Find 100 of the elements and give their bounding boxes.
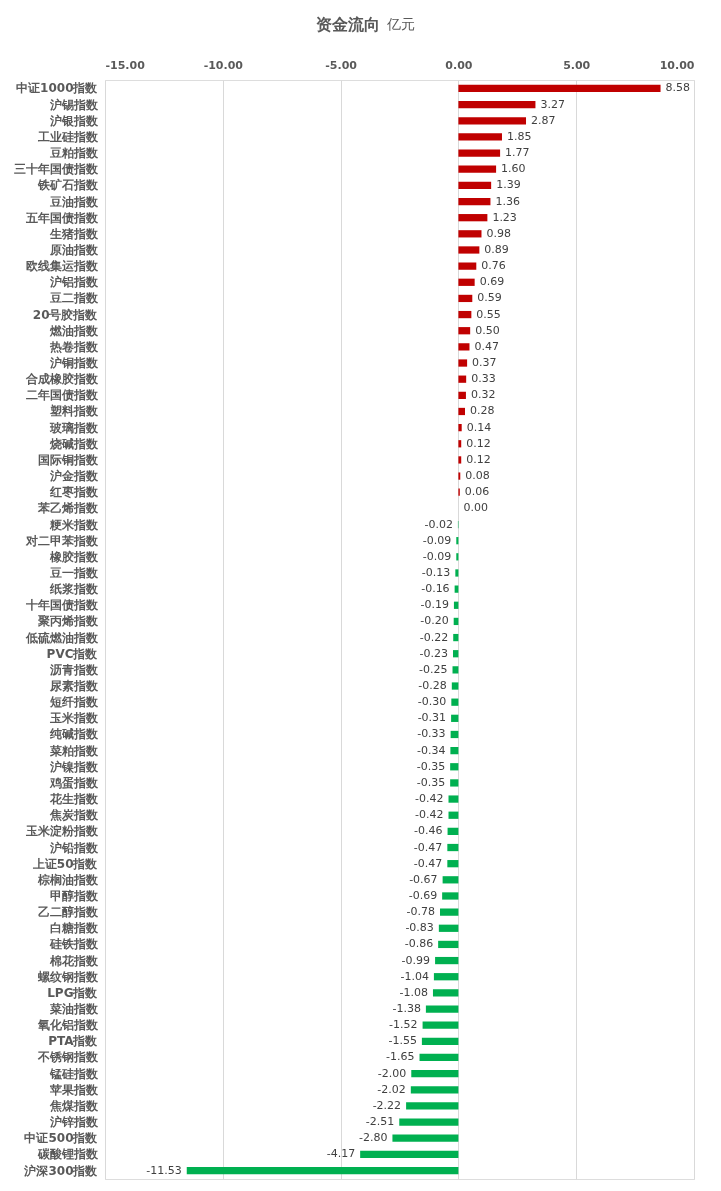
data-label: -0.09 [422, 549, 452, 563]
y-tick-label: 低硫燃油指数 [24, 630, 99, 645]
y-tick-label: 生猪指数 [48, 226, 99, 241]
x-tick-label: 10.00 [659, 58, 695, 72]
data-label: -4.17 [326, 1147, 356, 1161]
y-tick-label: 焦煤指数 [48, 1098, 99, 1113]
y-tick-label: 不锈钢指数 [36, 1050, 99, 1065]
data-label: -0.23 [419, 646, 448, 660]
y-tick-label: 聚丙烯指数 [36, 614, 99, 629]
y-tick-label: 沪镍指数 [48, 759, 99, 774]
y-tick-label: 合成橡胶指数 [24, 372, 99, 387]
y-tick-label: 十年国债指数 [24, 598, 99, 613]
data-label: 0.50 [475, 323, 500, 337]
y-tick-label: 甲醇指数 [49, 888, 99, 903]
data-label: -1.55 [388, 1034, 417, 1048]
x-tick-label: -5.00 [325, 58, 358, 72]
y-tick-label: 纸浆指数 [48, 582, 99, 597]
data-label: 0.89 [484, 242, 509, 256]
data-label: 0.98 [486, 226, 511, 240]
data-label: 0.59 [477, 291, 502, 305]
y-tick-label: 玻璃指数 [48, 420, 99, 435]
y-tick-label: 三十年国债指数 [13, 162, 99, 177]
data-label: 0.32 [470, 388, 496, 402]
data-label: -0.19 [420, 598, 449, 612]
y-tick-label: 橡胶指数 [48, 549, 99, 564]
data-label: -2.22 [372, 1098, 402, 1112]
data-label: -1.08 [399, 985, 428, 999]
y-tick-label: 中证1000指数 [16, 81, 99, 96]
y-tick-label: 上证50指数 [31, 856, 99, 871]
data-label: 3.27 [540, 97, 565, 111]
data-label: -0.69 [408, 888, 438, 902]
data-label: 1.60 [501, 162, 526, 176]
chart-title: 资金流向 [316, 15, 380, 34]
y-tick-label: 烧碱指数 [48, 436, 99, 451]
data-label: 0.08 [465, 469, 490, 483]
y-tick-label: 沪银指数 [48, 113, 99, 128]
data-label: 0.69 [479, 275, 505, 289]
data-label: 0.00 [463, 501, 488, 515]
data-label: 1.77 [505, 146, 530, 160]
data-label: 8.58 [665, 81, 691, 95]
y-tick-label: 20号胶指数 [32, 307, 99, 322]
data-label: -1.52 [389, 1018, 418, 1032]
data-label: -2.02 [377, 1082, 406, 1096]
y-tick-label: PVC指数 [46, 646, 99, 661]
data-label: 0.55 [476, 307, 501, 321]
y-tick-label: 欧线集运指数 [25, 259, 99, 274]
y-tick-label: LPG指数 [47, 985, 99, 1000]
data-label: -1.04 [400, 969, 429, 983]
y-tick-label: 豆粕指数 [48, 146, 99, 161]
y-tick-label: 红枣指数 [48, 485, 99, 500]
y-tick-label: 豆一指数 [48, 565, 99, 580]
y-tick-label: 碳酸锂指数 [36, 1147, 99, 1162]
y-tick-label: 菜粕指数 [48, 743, 99, 758]
y-tick-label: 二年国债指数 [25, 388, 99, 403]
data-label: 1.36 [495, 194, 520, 208]
data-label: -0.13 [421, 565, 451, 579]
y-tick-label: 短纤指数 [48, 695, 99, 710]
data-label: -2.51 [365, 1115, 395, 1129]
data-label: 0.76 [481, 259, 506, 273]
y-tick-label: 豆油指数 [48, 194, 99, 209]
y-tick-label: 粳米指数 [48, 517, 99, 532]
data-label: 0.12 [466, 436, 491, 450]
data-label: 1.85 [506, 129, 532, 143]
data-label: -0.16 [421, 582, 450, 596]
data-label: -0.22 [419, 630, 449, 644]
y-tick-label: 沥青指数 [48, 662, 99, 677]
y-tick-label: 苹果指数 [48, 1082, 99, 1097]
y-tick-label: 白糖指数 [49, 921, 99, 936]
data-label: -0.83 [405, 921, 434, 935]
y-tick-label: 铁矿石指数 [36, 178, 99, 193]
y-tick-label: 焦炭指数 [48, 808, 99, 823]
y-tick-label: 锰硅指数 [48, 1066, 99, 1081]
data-label: -0.42 [415, 808, 444, 822]
data-label: 0.06 [464, 485, 490, 499]
data-label: -0.20 [420, 614, 449, 628]
data-label: -0.34 [416, 743, 446, 757]
data-label: -0.35 [416, 759, 446, 773]
data-label: 0.28 [470, 404, 495, 418]
y-tick-label: 沪金指数 [48, 469, 99, 484]
data-label: -0.47 [413, 840, 443, 854]
x-tick-label: -15.00 [105, 58, 146, 72]
y-tick-label: 苯乙烯指数 [36, 501, 99, 516]
data-label: -0.47 [413, 856, 443, 870]
y-tick-label: 氧化铝指数 [36, 1018, 99, 1033]
y-tick-label: 沪铜指数 [48, 356, 99, 371]
data-label: 0.14 [466, 420, 492, 434]
y-tick-label: 鸡蛋指数 [48, 775, 99, 790]
y-tick-label: 燃油指数 [48, 323, 99, 338]
y-tick-label: 尿素指数 [48, 679, 99, 694]
y-tick-label: 中证500指数 [24, 1131, 99, 1146]
data-label: 0.12 [466, 452, 491, 466]
y-tick-label: 热卷指数 [48, 339, 99, 354]
x-tick-label: -10.00 [203, 58, 244, 72]
y-tick-label: 沪深300指数 [23, 1163, 99, 1178]
data-label: -2.00 [377, 1066, 407, 1080]
y-tick-label: 沪铅指数 [48, 840, 99, 855]
y-tick-label: 乙二醇指数 [37, 905, 99, 920]
data-label: -1.65 [386, 1050, 415, 1064]
data-label: -0.09 [422, 533, 452, 547]
y-tick-label: 玉米淀粉指数 [24, 824, 99, 839]
